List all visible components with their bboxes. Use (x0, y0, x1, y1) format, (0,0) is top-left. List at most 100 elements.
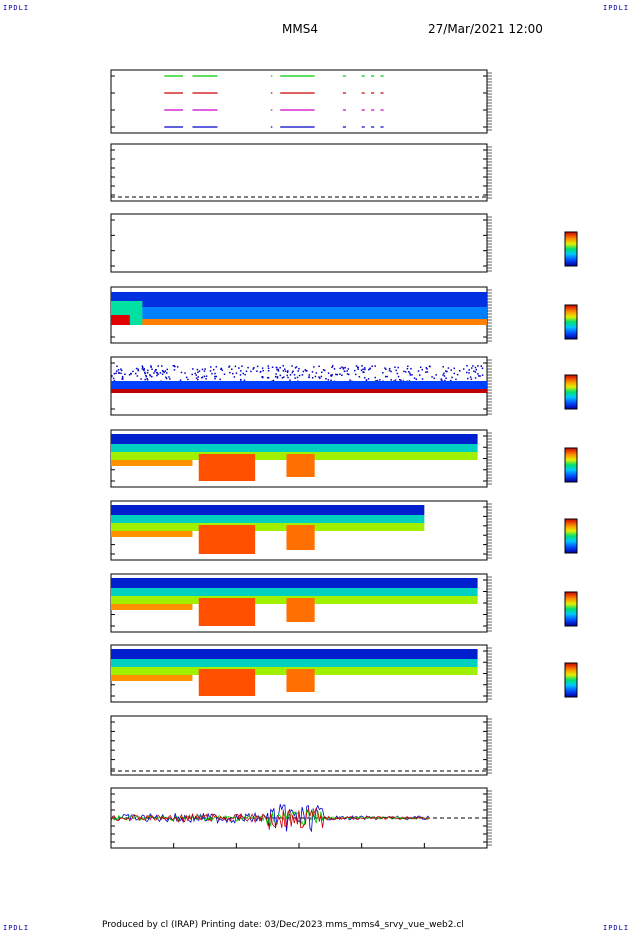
spectrogram-pixel (426, 368, 428, 370)
spectrogram-pixel (124, 373, 126, 376)
spectrogram-pixel (128, 374, 131, 376)
spectrogram-band (286, 669, 315, 692)
spectrogram-band (111, 675, 193, 681)
spectrogram-band (198, 598, 256, 626)
spectrogram-pixel (407, 365, 409, 368)
spectrogram-pixel (384, 367, 386, 369)
spectrogram-pixel (155, 369, 157, 371)
spectrogram-pixel (481, 374, 484, 376)
spectrogram-pixel (425, 367, 428, 369)
spectrogram-pixel (267, 367, 270, 370)
spectrogram-band (111, 460, 193, 466)
spectrogram-pixel (382, 372, 384, 374)
spectrogram-pixel (121, 375, 124, 378)
spectrogram-pixel (287, 376, 289, 379)
spectrogram-pixel (196, 368, 199, 371)
spectrogram-pixel (481, 367, 484, 370)
spectrogram-pixel (295, 366, 298, 368)
spectrogram-pixel (407, 370, 410, 373)
spectrogram-pixel (289, 374, 292, 376)
spectrogram-pixel (286, 371, 289, 373)
spectrogram-pixel (443, 375, 446, 377)
spectrogram-pixel (154, 370, 156, 372)
spectrogram-pixel (279, 374, 282, 377)
corner-tag-top-left: IPDLI (3, 4, 30, 12)
spectrogram-band (111, 531, 193, 537)
spectrogram-pixel (399, 378, 401, 381)
spectrogram-pixel (320, 375, 323, 378)
spectrogram-band (198, 669, 256, 696)
spectrogram-pixel (151, 375, 153, 378)
spectrogram-pixel (173, 369, 176, 371)
spectrogram-pixel (137, 368, 139, 371)
spectrogram-pixel (149, 374, 151, 376)
spectrogram-pixel (201, 376, 204, 378)
spectrogram-pixel (223, 373, 226, 375)
spectrogram-pixel (431, 376, 433, 378)
spectrogram-pixel (113, 379, 116, 382)
spectrogram-pixel (203, 375, 206, 378)
spectrogram-pixel (379, 379, 381, 381)
spectrogram-band (198, 454, 256, 481)
spectrogram-pixel (121, 377, 124, 379)
spectrogram-pixel (116, 365, 118, 368)
spectrogram-pixel (318, 376, 320, 378)
spectrogram-pixel (435, 374, 437, 376)
corner-tag-bottom-left: IPDLI (3, 924, 30, 932)
spectrogram-pixel (390, 379, 393, 381)
spectrogram-pixel (357, 366, 359, 369)
spectrogram-pixel (235, 372, 238, 374)
spectrogram-pixel (459, 370, 461, 372)
spectrogram-pixel (403, 370, 405, 373)
spectrogram-pixel (261, 367, 264, 369)
spectrogram-pixel (322, 369, 325, 371)
spectrogram-pixel (362, 368, 364, 370)
spectrogram-pixel (111, 374, 113, 377)
spectrogram-pixel (468, 372, 470, 374)
spectrogram-pixel (130, 372, 132, 375)
spectrogram-pixel (143, 368, 146, 370)
spectrogram-pixel (433, 377, 436, 380)
spectrogram-pixel (168, 376, 170, 378)
spectrogram-pixel (240, 370, 242, 372)
spectrogram-pixel (468, 369, 470, 371)
spectrogram-pixel (141, 365, 144, 367)
spectrogram-pixel (462, 368, 465, 370)
spectrogram-pixel (308, 374, 311, 376)
spectrogram-pixel (146, 379, 149, 381)
panel-frame-divpe (110, 715, 488, 776)
spectrogram-pixel (467, 377, 469, 380)
spectrogram-pixel (395, 369, 397, 372)
spectrogram-pixel (198, 370, 201, 372)
spectrogram-pixel (456, 373, 459, 376)
spectrogram-pixel (450, 369, 452, 371)
spectrogram-pixel (172, 365, 175, 367)
spectrogram-pixel (479, 375, 481, 377)
spectrogram-pixel (445, 370, 447, 372)
spectrogram-pixel (197, 376, 199, 378)
spectrogram-pixel (409, 374, 412, 376)
spectrogram-pixel (142, 368, 145, 371)
spectrogram-pixel (301, 374, 304, 376)
spectrogram-pixel (262, 376, 264, 379)
spectrogram-pixel (161, 365, 163, 367)
spectrogram-pixel (365, 379, 368, 381)
spectrogram-pixel (272, 379, 275, 382)
spectrogram-pixel (444, 379, 446, 382)
spectrogram-pixel (201, 376, 203, 379)
spectrogram-pixel (291, 371, 294, 374)
spectrogram-pixel (267, 365, 270, 367)
spectrogram-pixel (421, 378, 424, 380)
spectrogram-pixel (306, 369, 308, 372)
spectrogram-pixel (323, 369, 326, 372)
spectrogram-pixel (228, 366, 230, 368)
spectrogram-pixel (475, 368, 478, 371)
spectrogram-pixel (284, 368, 286, 370)
spectrogram-pixel (474, 366, 477, 369)
spectrogram-pixel (279, 366, 281, 369)
spectrogram-pixel (384, 375, 387, 378)
spectrogram-pixel (363, 371, 365, 374)
spectrogram-pixel (228, 365, 231, 367)
footer-credits: Produced by cl (IRAP) Printing date: 03/… (102, 920, 464, 930)
spectrogram-pixel (113, 372, 116, 375)
